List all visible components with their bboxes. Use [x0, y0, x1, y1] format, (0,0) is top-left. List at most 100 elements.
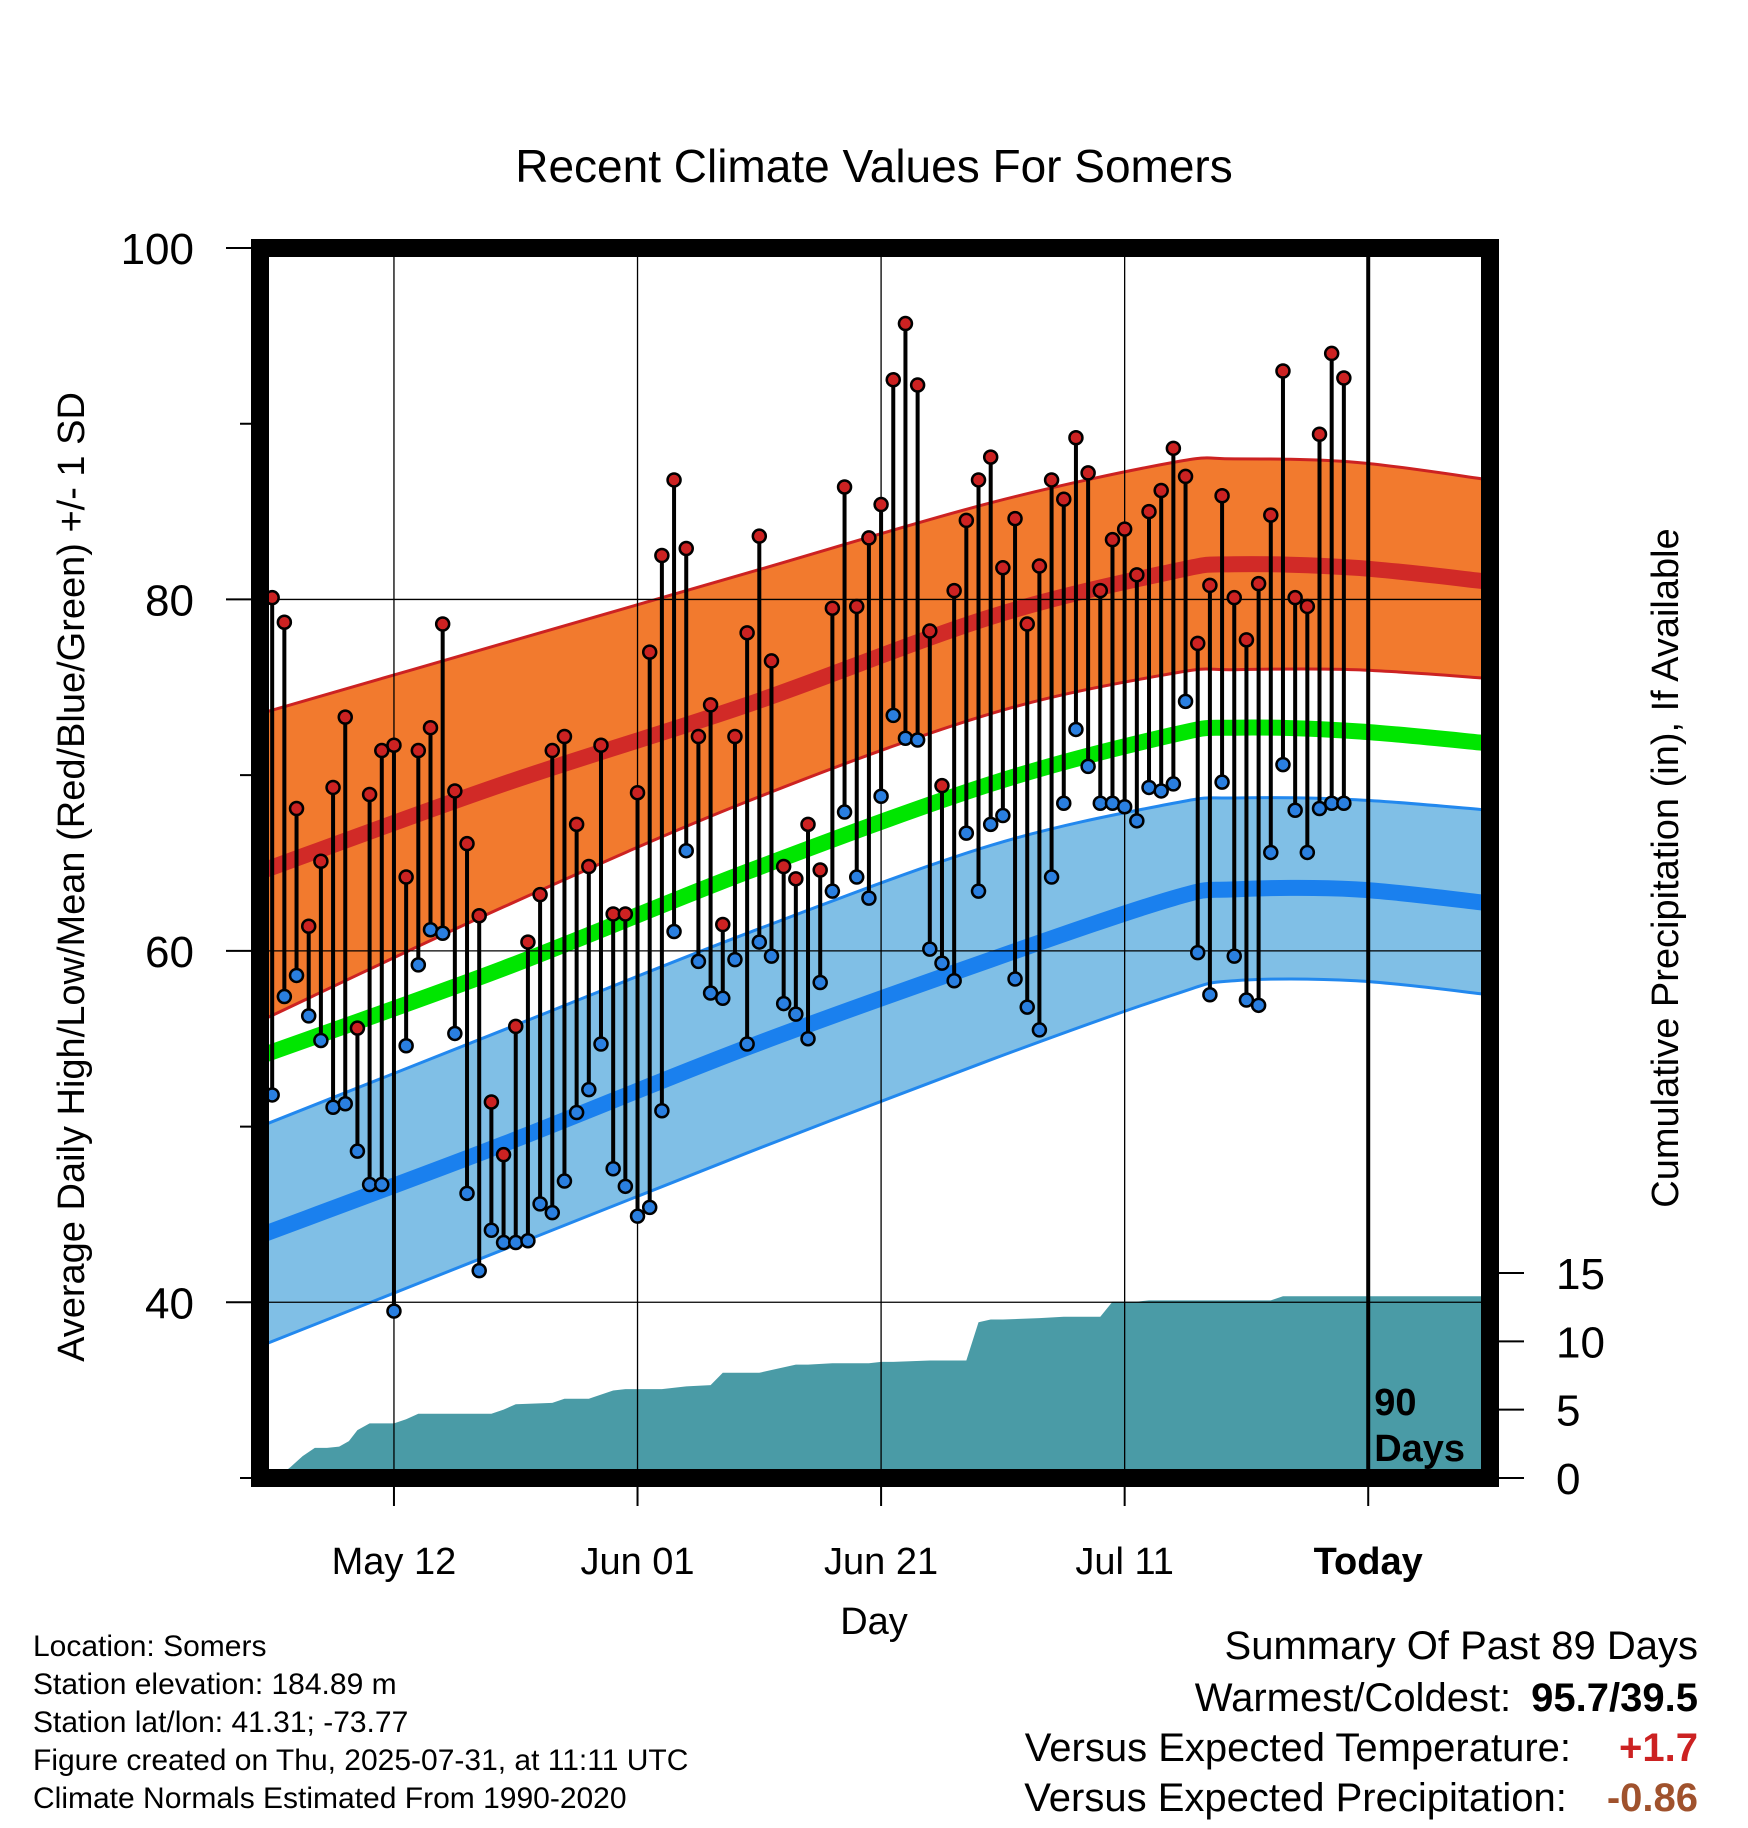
y2-tick-label: 0 — [1556, 1455, 1580, 1504]
x-tick-label: Jun 01 — [580, 1541, 694, 1583]
daily-low-point — [715, 990, 731, 1007]
y-tick-label: 80 — [145, 576, 194, 625]
daily-low-point — [666, 923, 682, 940]
daily-high-point — [654, 547, 670, 564]
daily-low-point — [1080, 758, 1096, 775]
daily-low-point — [678, 842, 694, 859]
daily-high-point — [1080, 465, 1096, 481]
daily-low-point — [958, 825, 975, 841]
daily-high-point — [447, 783, 463, 799]
daily-low-point — [1189, 944, 1206, 961]
daily-high-point — [1116, 521, 1133, 537]
daily-low-point — [861, 890, 877, 906]
daily-high-point — [641, 644, 658, 660]
daily-high-point — [459, 835, 475, 852]
daily-high-point — [812, 862, 828, 878]
y2-tick-label: 5 — [1556, 1387, 1580, 1436]
daily-low-point — [483, 1222, 500, 1238]
daily-low-point — [398, 1037, 414, 1054]
precip-anomaly-label: Versus Expected Precipitation: — [1024, 1776, 1567, 1820]
daily-high-point — [1287, 589, 1303, 606]
daily-low-point — [824, 883, 841, 899]
daily-low-point — [556, 1173, 573, 1189]
daily-low-point — [1202, 987, 1218, 1003]
daily-low-point — [471, 1262, 487, 1279]
high-sd-band — [260, 457, 1490, 1022]
daily-low-point — [532, 1196, 548, 1212]
daily-high-point — [1263, 507, 1279, 523]
daily-high-point — [1299, 598, 1316, 615]
daily-low-point — [1153, 783, 1169, 799]
daily-low-point — [1214, 774, 1230, 790]
daily-high-point — [422, 719, 439, 736]
daily-high-point — [1104, 531, 1121, 548]
daily-high-point — [325, 779, 341, 796]
daily-low-point — [507, 1234, 524, 1251]
daily-low-point — [1165, 776, 1182, 792]
elevation-text: Station elevation: 184.89 m — [33, 1668, 397, 1701]
plot-frame — [251, 239, 1499, 1487]
daily-low-point — [1263, 844, 1279, 861]
daily-high-point — [1141, 503, 1157, 520]
daily-high-point — [1214, 488, 1230, 504]
daily-low-point — [1287, 802, 1303, 819]
daily-low-point — [349, 1143, 366, 1159]
daily-low-point — [605, 1160, 621, 1177]
daily-high-point — [1056, 491, 1072, 508]
daily-high-point — [276, 614, 293, 631]
daily-low-point — [922, 941, 938, 957]
daily-low-point — [982, 816, 999, 833]
today-marker-label: 90 — [1374, 1382, 1416, 1424]
daily-high-point — [763, 653, 780, 669]
y-tick-label: 40 — [145, 1279, 194, 1328]
daily-low-point — [581, 1081, 597, 1098]
chart-title: Recent Climate Values For Somers — [515, 140, 1233, 192]
daily-high-point — [337, 709, 353, 725]
daily-high-point — [946, 582, 962, 599]
summary-title: Summary Of Past 89 Days — [1224, 1624, 1698, 1668]
daily-high-point — [568, 816, 585, 833]
daily-low-point — [812, 974, 828, 991]
daily-high-point — [483, 1094, 500, 1110]
daily-high-point — [507, 1018, 524, 1035]
daily-low-point — [848, 869, 865, 885]
daily-low-point — [1275, 756, 1291, 773]
y-axis-left: 40 60 80 100 — [121, 225, 260, 1479]
daily-high-point — [848, 598, 865, 615]
warmest-coldest-label: Warmest/Coldest: — [1194, 1676, 1512, 1720]
daily-high-point — [1238, 632, 1255, 648]
daily-high-point — [666, 472, 682, 488]
daily-low-point — [885, 707, 902, 724]
daily-low-point — [1068, 721, 1084, 738]
daily-low-point — [1116, 799, 1133, 815]
daily-high-point — [922, 623, 938, 639]
daily-high-point — [1311, 426, 1328, 443]
daily-low-point — [1129, 813, 1145, 829]
daily-high-point — [581, 858, 597, 875]
daily-high-point — [1202, 577, 1218, 594]
temp-anomaly-value: +1.7 — [1619, 1726, 1698, 1770]
daily-high-point — [617, 906, 634, 922]
daily-low-point — [1043, 869, 1060, 885]
daily-high-point — [885, 372, 902, 388]
daily-low-point — [520, 1233, 536, 1249]
summary-warmest-coldest: Warmest/Coldest: 95.7/39.5 — [1195, 1676, 1698, 1721]
daily-low-point — [568, 1104, 585, 1121]
y-tick-label: 60 — [145, 928, 194, 977]
daily-high-point — [1043, 472, 1060, 488]
today-marker-label: Days — [1374, 1428, 1465, 1470]
daily-high-point — [544, 742, 561, 759]
daily-high-point — [1275, 363, 1291, 379]
daily-high-point — [434, 616, 451, 632]
daily-high-point — [1323, 345, 1340, 362]
daily-low-point — [751, 934, 768, 950]
daily-low-point — [690, 953, 707, 970]
daily-high-point — [629, 784, 646, 801]
daily-high-point — [471, 907, 487, 924]
daily-high-point — [1007, 510, 1023, 527]
daily-high-point — [958, 512, 975, 529]
y2-tick-label: 10 — [1556, 1318, 1605, 1367]
daily-high-point — [1177, 468, 1194, 485]
daily-high-point — [520, 934, 536, 950]
